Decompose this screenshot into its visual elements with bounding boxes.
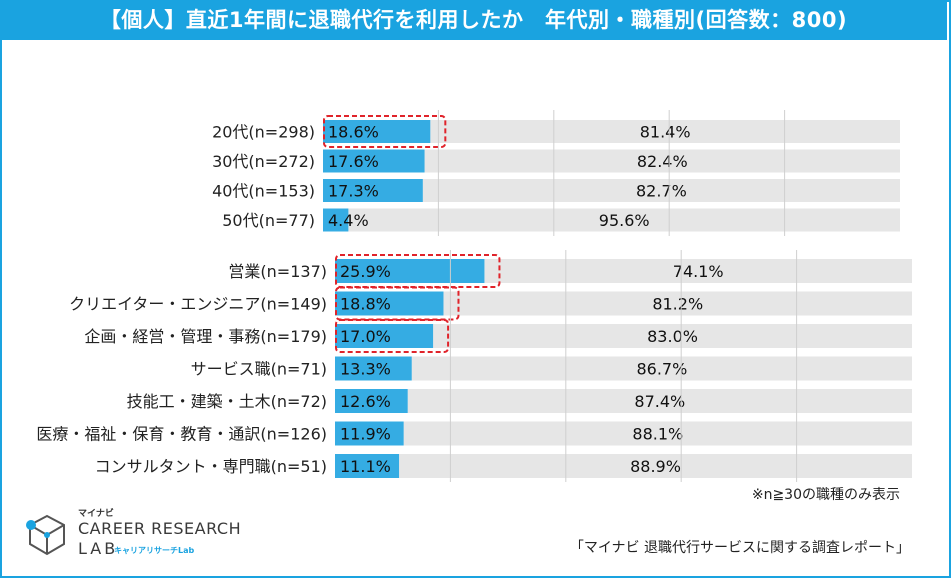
bar-not-used [422,179,900,202]
highlight-box [323,115,447,148]
chart-panel-1: 20代(n=298) 18.6% 81.4% 30代(n=272) 17.6% 82.4%… [212,110,900,236]
bar-used [335,454,400,478]
category-label: コンサルタント・専門職(n=51) [95,457,327,476]
logo-text-career-research: CAREER RESEARCH [78,519,242,538]
bar-used [335,291,444,316]
chart-panel-2: 営業(n=137) 25.9% 74.1% クリエイター・エンジニア(n=149) 18… [36,250,912,482]
bar-used [335,389,408,413]
bar-not-used [403,421,912,446]
data-label-not-used: 88.9% [630,457,681,476]
data-label-used: 18.8% [340,295,391,314]
data-label-used: 11.1% [340,457,391,476]
data-label-used: 25.9% [340,262,391,281]
data-label-used: 4.4% [328,211,369,230]
category-label: 医療・福祉・保育・教育・通訳(n=126) [36,425,327,444]
bar-used [335,259,485,283]
data-label-used: 17.0% [340,327,391,346]
highlight-box [335,286,460,321]
career-research-lab-logo: マイナビ CAREER RESEARCH LAB キャリアリサーチLab [22,506,242,566]
data-label-not-used: 82.7% [636,182,687,201]
category-label: 営業(n=137) [228,262,327,281]
category-label: 20代(n=298) [212,123,315,142]
cube-logo-icon [26,514,65,556]
data-label-used: 17.3% [328,182,379,201]
bar-used [335,421,404,446]
data-label-used: 18.6% [328,123,379,142]
data-label-used: 13.3% [340,360,391,379]
bar-used [323,120,431,143]
bar-not-used [407,389,912,413]
category-label: 40代(n=153) [212,182,315,201]
logo-text-kana: キャリアリサーチLab [114,546,195,555]
highlight-box [335,319,450,353]
category-label: サービス職(n=71) [191,360,327,379]
data-label-not-used: 81.2% [652,295,703,314]
data-label-not-used: 81.4% [640,123,691,142]
bar-not-used [348,208,900,232]
bar-used [335,324,434,348]
bar-not-used [433,324,912,348]
category-label: 技能工・建築・土木(n=72) [127,392,327,411]
logo-brand-small: マイナビ [78,509,114,519]
bar-used [323,208,349,232]
category-label: 企画・経営・管理・事務(n=179) [84,327,327,346]
data-label-used: 17.6% [328,152,379,171]
bar-not-used [424,149,900,173]
data-label-not-used: 82.4% [637,152,688,171]
category-label: 50代(n=77) [222,211,315,230]
data-label-not-used: 83.0% [647,327,698,346]
data-label-not-used: 95.6% [599,211,650,230]
data-label-not-used: 86.7% [636,360,687,379]
category-label: クリエイター・エンジニア(n=149) [69,295,327,314]
sample-note: ※n≧30の職種のみ表示 [751,487,900,503]
bar-used [335,356,412,381]
bar-used [323,179,423,202]
bar-not-used [484,259,912,283]
category-label: 30代(n=272) [212,152,315,171]
bar-used [323,149,425,173]
data-label-not-used: 74.1% [673,262,724,281]
logo-text-lab: LAB [78,539,119,558]
source-credit: 「マイナビ 退職代行サービスに関する調査レポート」 [569,540,910,556]
chart-title: 【個人】直近1年間に退職代行を利用したか 年代別・職種別(回答数：800) [0,0,947,40]
data-label-used: 11.9% [340,425,391,444]
bar-not-used [430,120,900,143]
data-label-not-used: 87.4% [634,392,685,411]
bar-not-used [399,454,912,478]
bar-not-used [443,291,912,316]
data-label-not-used: 88.1% [632,425,683,444]
data-label-used: 12.6% [340,392,391,411]
bar-not-used [411,356,912,381]
